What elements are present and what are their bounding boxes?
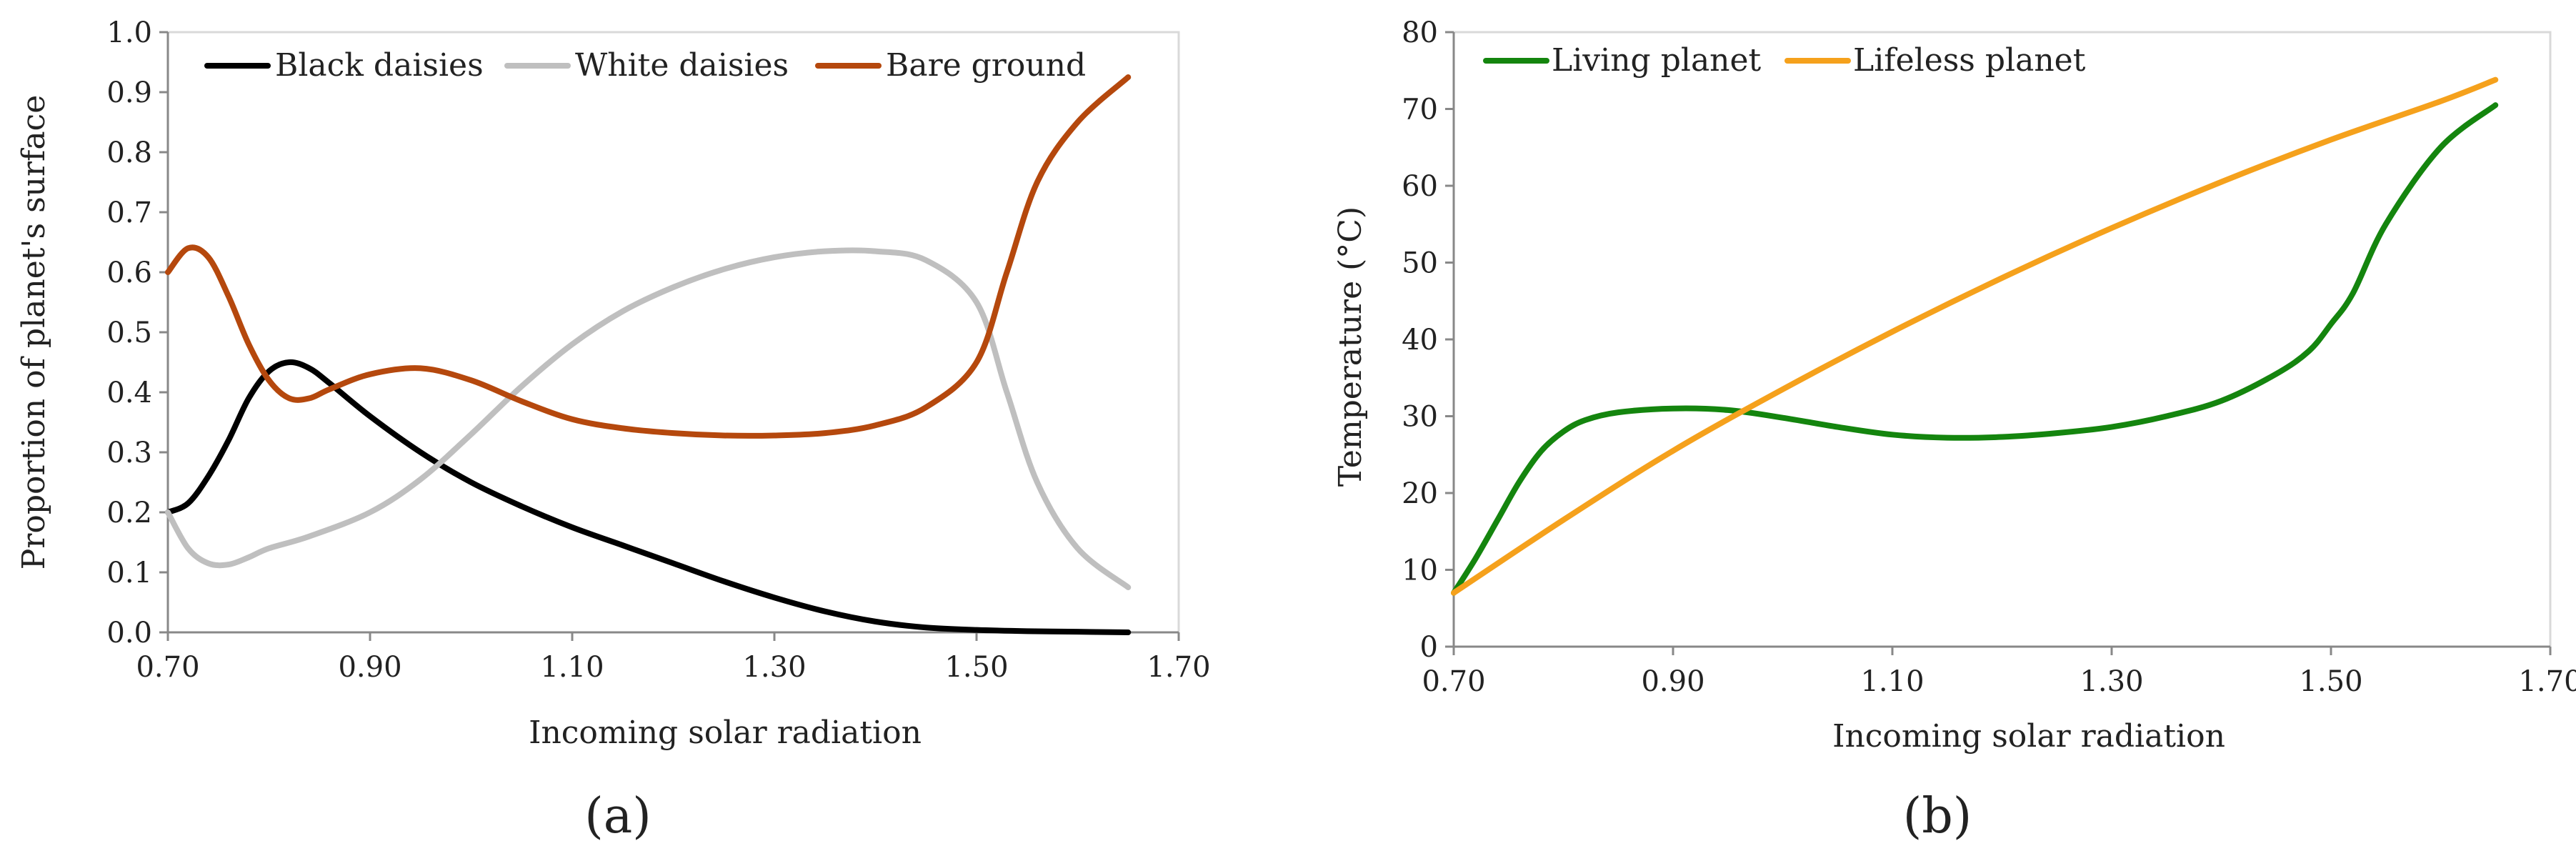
y-tick-label: 70 xyxy=(1402,94,1438,126)
chart-panel-b: 0 10 20 30 40 50 60 70 80 0.70 0.90 1.10 1.30 1.50 1.… xyxy=(1332,16,2576,845)
x-tick-label: 0.90 xyxy=(338,651,401,684)
y-axis-title: Temperature (°C) xyxy=(1332,206,1369,487)
y-tick-label: 50 xyxy=(1402,247,1438,280)
series-line-black-daisies xyxy=(165,359,1132,635)
y-tick-label: 60 xyxy=(1402,170,1438,203)
series-line-living-planet xyxy=(1451,102,2499,596)
plot-area-border xyxy=(166,31,1180,634)
y-tick-label: 0.0 xyxy=(106,617,152,650)
x-tick-label: 1.50 xyxy=(944,651,1008,684)
plot-area-border xyxy=(1452,31,2552,648)
panel-label-b: (b) xyxy=(1903,788,1972,845)
x-tick-label: 1.10 xyxy=(540,651,604,684)
series-layer xyxy=(1451,76,2499,596)
x-axis-ticks: 0.70 0.90 1.10 1.30 1.50 1.70 xyxy=(136,632,1211,684)
y-tick-label: 0.2 xyxy=(106,497,152,529)
y-tick-label: 10 xyxy=(1402,554,1438,587)
y-tick-label: 0.4 xyxy=(106,377,152,409)
x-tick-label: 0.70 xyxy=(1422,665,1485,698)
panel-label-a: (a) xyxy=(584,788,652,845)
x-tick-label: 0.90 xyxy=(1641,665,1704,698)
legend: Living planet Lifeless planet xyxy=(1483,42,2086,79)
y-tick-label: 1.0 xyxy=(106,16,152,49)
legend-label-white-daisies: White daisies xyxy=(575,47,789,84)
x-tick-label: 1.30 xyxy=(2080,665,2143,698)
y-axis-ticks: 0 10 20 30 40 50 60 70 80 xyxy=(1402,16,1454,664)
y-tick-label: 40 xyxy=(1402,324,1438,357)
y-axis-ticks: 0.0 0.1 0.2 0.3 0.4 0.5 0.6 0.7 0.8 0.9 1.0 xyxy=(106,16,168,650)
legend: Black daisies White daisies Bare ground xyxy=(204,47,1086,84)
y-tick-label: 0.9 xyxy=(106,76,152,109)
series-line-white-daisies xyxy=(165,247,1132,590)
y-tick-label: 0.3 xyxy=(106,437,152,469)
x-tick-label: 1.50 xyxy=(2299,665,2362,698)
x-tick-label: 1.10 xyxy=(1860,665,1924,698)
x-axis-title: Incoming solar radiation xyxy=(529,715,922,751)
y-tick-label: 0.8 xyxy=(106,136,152,169)
legend-label-black-daisies: Black daisies xyxy=(275,47,484,84)
y-tick-label: 0 xyxy=(1420,631,1438,664)
y-tick-label: 0.5 xyxy=(106,317,152,349)
y-tick-label: 20 xyxy=(1402,477,1438,510)
series-line-bare-ground xyxy=(165,74,1132,439)
series-line-lifeless-planet xyxy=(1451,76,2499,596)
x-tick-label: 1.70 xyxy=(2518,665,2576,698)
x-axis-title: Incoming solar radiation xyxy=(1832,718,2225,755)
y-tick-label: 0.1 xyxy=(106,557,152,589)
x-axis-ticks: 0.70 0.90 1.10 1.30 1.50 1.70 xyxy=(1422,647,2576,698)
series-layer xyxy=(165,74,1132,635)
y-tick-label: 0.7 xyxy=(106,196,152,229)
legend-label-living-planet: Living planet xyxy=(1552,42,1762,79)
legend-label-lifeless-planet: Lifeless planet xyxy=(1853,42,2086,79)
legend-label-bare-ground: Bare ground xyxy=(886,47,1086,84)
y-tick-label: 80 xyxy=(1402,16,1438,49)
x-tick-label: 1.70 xyxy=(1147,651,1210,684)
y-axis-title: Proportion of planet's surface xyxy=(16,95,52,570)
y-tick-label: 30 xyxy=(1402,401,1438,434)
chart-panel-a: 0.00.10.20.30.40.50.60.70.80.91.0 0.70 0.… xyxy=(16,16,1211,845)
y-tick-label: 0.6 xyxy=(106,257,152,289)
x-tick-label: 0.70 xyxy=(136,651,199,684)
x-tick-label: 1.30 xyxy=(742,651,806,684)
